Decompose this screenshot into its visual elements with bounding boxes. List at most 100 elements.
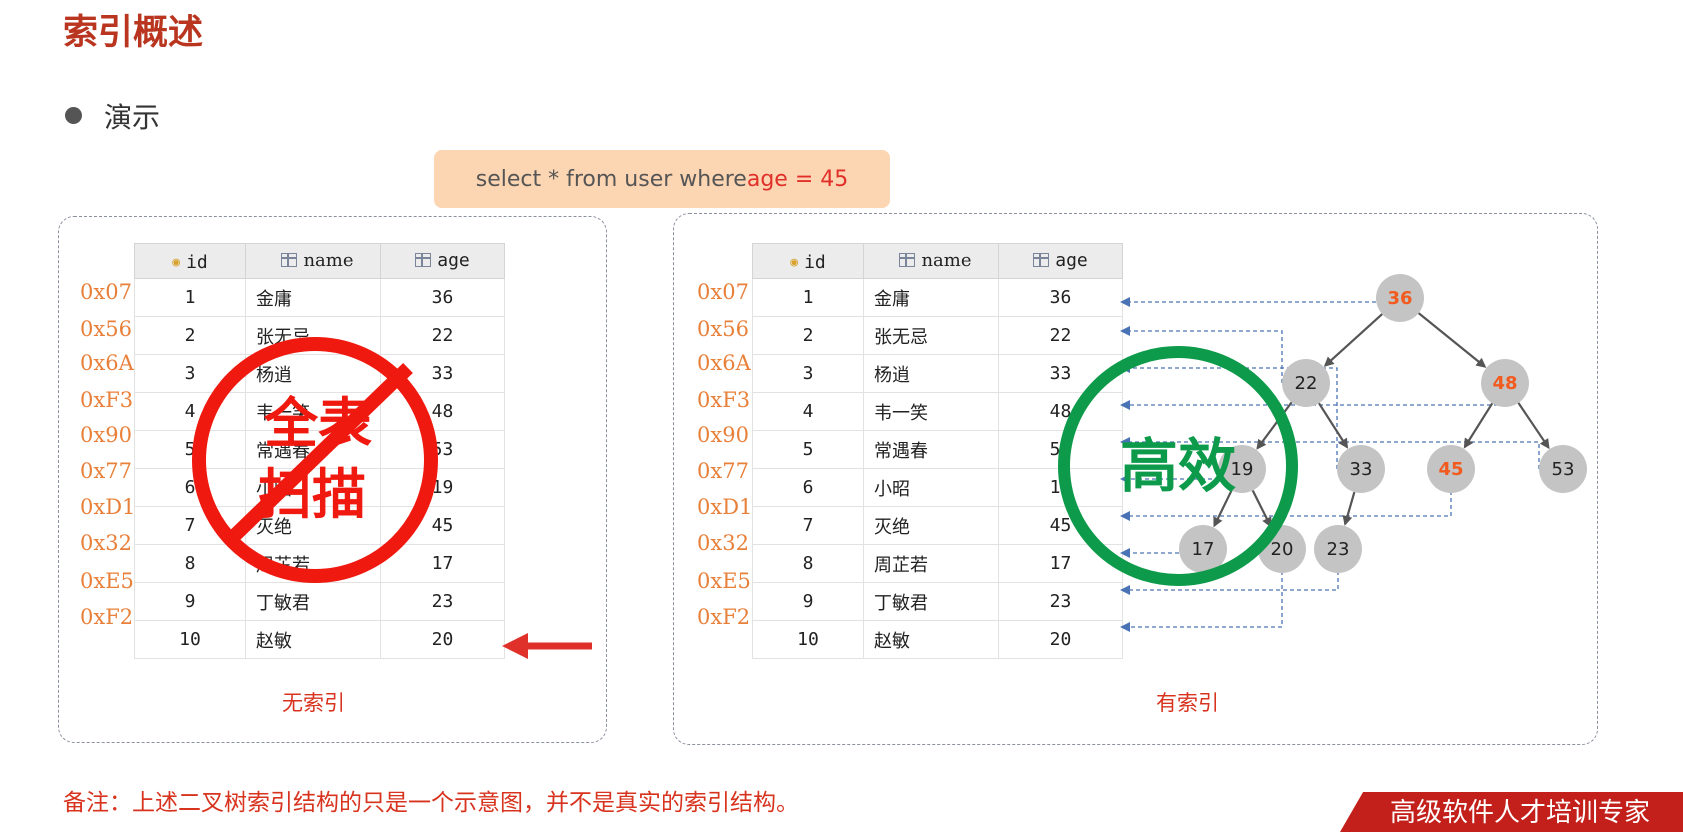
column-header-id[interactable]: ◉ id <box>752 243 864 279</box>
cell-id[interactable]: 9 <box>752 582 864 621</box>
tree-node-label: 36 <box>1387 288 1412 309</box>
cell-age[interactable]: 23 <box>998 582 1123 621</box>
table-row[interactable]: 1 金庸 36 <box>752 278 1123 317</box>
cell-id[interactable]: 4 <box>752 392 864 431</box>
tree-edge <box>1463 402 1494 449</box>
tree-node: 33 <box>1337 445 1385 493</box>
tree-node-label: 45 <box>1438 459 1463 480</box>
tree-node: 36 <box>1376 274 1424 322</box>
tree-node-circle <box>1376 274 1424 322</box>
tree-node: 17 <box>1179 525 1227 573</box>
cell-age[interactable]: 22 <box>380 316 505 355</box>
tree-node-label: 33 <box>1350 459 1373 480</box>
with-index-panel <box>673 213 1598 745</box>
stamp-text-scan: 扫描 <box>258 463 366 526</box>
cell-age[interactable]: 23 <box>380 582 505 621</box>
cell-name[interactable]: 丁敏君 <box>245 582 381 621</box>
user-table-with-index: ◉ id name age 1 金庸 36 2 张无忌 22 3 杨逍 33 4 韦一笑 48 5 常遇春 5… <box>752 243 1123 659</box>
memory-address: 0x90 <box>80 423 132 447</box>
cell-name[interactable]: 赵敏 <box>245 620 381 659</box>
memory-address: 0x56 <box>80 317 132 341</box>
memory-address: 0x6A <box>80 351 134 375</box>
cell-age[interactable]: 36 <box>380 278 505 317</box>
stamp-text-efficient: 高效 <box>1120 432 1236 500</box>
column-icon <box>281 253 298 268</box>
tree-node: 53 <box>1539 445 1587 493</box>
brand-banner-text: 高级软件人才培训专家 <box>1390 798 1651 828</box>
column-icon <box>1033 253 1050 268</box>
cell-id[interactable]: 7 <box>752 506 864 545</box>
table-row[interactable]: 5 常遇春 53 <box>134 430 505 469</box>
tree-node: 45 <box>1427 445 1475 493</box>
tree-node: 19 <box>1218 445 1266 493</box>
cell-name[interactable]: 杨逍 <box>245 354 381 393</box>
table-row[interactable]: 9 丁敏君 23 <box>752 582 1123 621</box>
bullet-dot <box>65 107 82 124</box>
cell-name[interactable]: 金庸 <box>863 278 999 317</box>
no-index-panel <box>58 216 607 743</box>
memory-address: 0xF3 <box>80 388 134 412</box>
table-row[interactable]: 10 赵敏 20 <box>134 620 505 659</box>
row-pointer-arrow <box>1120 326 1283 383</box>
cell-age[interactable]: 20 <box>380 620 505 659</box>
table-row[interactable]: 10 赵敏 20 <box>752 620 1123 659</box>
memory-address: 0xF3 <box>697 388 751 412</box>
column-header-name[interactable]: name <box>863 243 999 279</box>
cell-id[interactable]: 8 <box>752 544 864 583</box>
sql-query-text: select * from user where <box>475 166 747 192</box>
scan-end-arrow <box>502 633 592 659</box>
column-header-age[interactable]: age <box>998 243 1123 279</box>
table-row[interactable]: 2 张无忌 22 <box>752 316 1123 355</box>
cell-id[interactable]: 5 <box>134 430 246 469</box>
cell-age[interactable]: 17 <box>380 544 505 583</box>
caption-no-index: 无索引 <box>282 691 345 715</box>
cell-name[interactable]: 周芷若 <box>863 544 999 583</box>
cell-age[interactable]: 53 <box>380 430 505 469</box>
cell-name[interactable]: 常遇春 <box>245 430 381 469</box>
cell-id[interactable]: 10 <box>134 620 246 659</box>
caption-with-index: 有索引 <box>1156 691 1219 715</box>
memory-address: 0x07 <box>80 280 132 304</box>
tree-node: 48 <box>1481 359 1529 407</box>
memory-address: 0xF2 <box>80 605 134 629</box>
cell-age[interactable]: 22 <box>998 316 1123 355</box>
tree-node-label: 20 <box>1271 539 1294 560</box>
memory-address: 0x32 <box>80 531 132 555</box>
column-header-age[interactable]: age <box>380 243 505 279</box>
memory-address: 0x07 <box>697 280 749 304</box>
table-row[interactable]: 7 灭绝 45 <box>752 506 1123 545</box>
table-row[interactable]: 9 丁敏君 23 <box>134 582 505 621</box>
cell-name[interactable]: 赵敏 <box>863 620 999 659</box>
cell-id[interactable]: 5 <box>752 430 864 469</box>
primary-key-icon: ◉ <box>172 254 181 270</box>
stamp-text-full-table: 全表 <box>263 392 372 455</box>
sql-query-box: select * from user where age = 45 <box>434 150 890 208</box>
tree-edge <box>1323 313 1383 367</box>
tree-node-label: 19 <box>1231 459 1254 480</box>
cell-age[interactable]: 19 <box>380 468 505 507</box>
row-pointer-arrow <box>1120 363 1338 469</box>
cell-id[interactable]: 9 <box>134 582 246 621</box>
column-header-name[interactable]: name <box>245 243 381 279</box>
cell-id[interactable]: 1 <box>134 278 246 317</box>
table-row[interactable]: 1 金庸 36 <box>134 278 505 317</box>
table-row[interactable]: 4 韦一笑 48 <box>752 392 1123 431</box>
footnote: 备注：上述二叉树索引结构的只是一个示意图，并不是真实的索引结构。 <box>63 790 799 816</box>
cell-name[interactable]: 丁敏君 <box>863 582 999 621</box>
memory-address: 0x6A <box>697 351 751 375</box>
cell-id[interactable]: 4 <box>134 392 246 431</box>
cell-age[interactable]: 20 <box>998 620 1123 659</box>
cell-age[interactable]: 36 <box>998 278 1123 317</box>
tree-node-label: 48 <box>1492 373 1517 394</box>
tree-node-circle <box>1427 445 1475 493</box>
section-subtitle: 演示 <box>104 101 161 134</box>
cell-id[interactable]: 10 <box>752 620 864 659</box>
tree-edge <box>1342 491 1356 526</box>
tree-node-label: 23 <box>1327 539 1350 560</box>
tree-edge <box>1251 489 1272 528</box>
table-row[interactable]: 2 张无忌 22 <box>134 316 505 355</box>
tree-node-circle <box>1218 445 1266 493</box>
tree-node: 22 <box>1282 359 1330 407</box>
cell-id[interactable]: 1 <box>752 278 864 317</box>
sql-query-condition: age = 45 <box>746 166 849 192</box>
